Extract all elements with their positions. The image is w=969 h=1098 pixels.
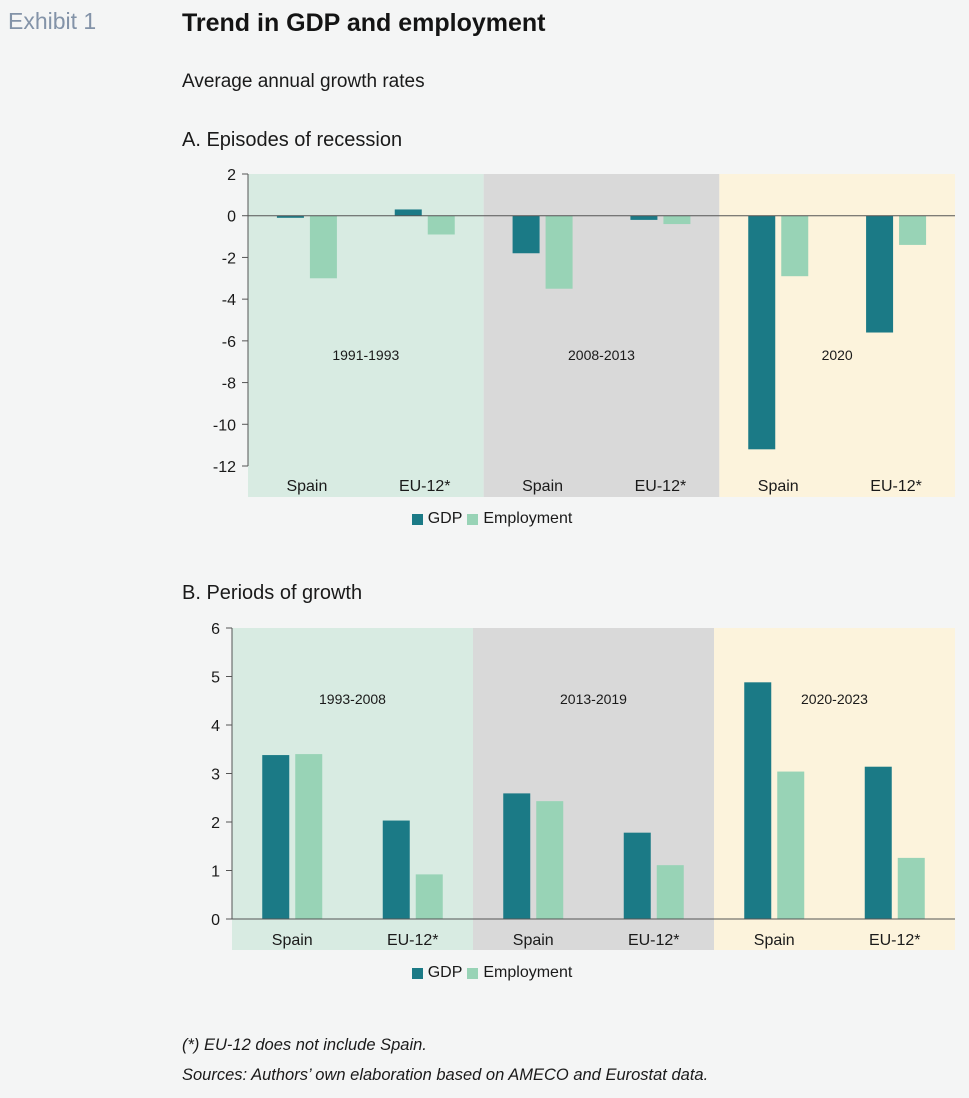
employment-bar [545,215,573,289]
period-label: 2008-2013 [568,347,635,363]
y-tick-label: 2 [211,815,220,832]
employment-bar [415,874,443,919]
employment-bar [656,865,684,919]
gdp-bar [630,215,658,220]
panel-a-title: A. Episodes of recession [182,129,403,151]
category-label: Spain [513,932,554,949]
y-tick-label: 5 [211,670,220,687]
y-tick-label: 0 [211,912,220,929]
employment-bar [663,215,691,225]
y-tick-label: -12 [213,459,236,476]
category-label: EU-12* [387,932,439,949]
legend-employment-label: Employment [483,964,573,981]
y-tick-label: -6 [222,334,236,351]
employment-bar [781,215,809,277]
category-label: EU-12* [869,932,921,949]
category-label: EU-12* [628,932,680,949]
legend-employment: Employment [467,964,572,982]
category-label: EU-12* [635,478,687,495]
period-label: 1991-1993 [332,347,399,363]
legend-employment-label: Employment [483,510,573,527]
category-label: Spain [286,478,327,495]
panel-b-title: B. Periods of growth [182,582,363,604]
y-tick-label: 2 [227,167,236,184]
employment-bar [309,215,337,279]
period-label: 2020 [822,347,853,363]
legend-gdp-swatch [411,967,423,979]
period-label: 1993-2008 [319,691,386,707]
footnote: (*) EU-12 does not include Spain. [182,1036,427,1054]
y-tick-label: 3 [211,767,220,784]
exhibit-label: Exhibit 1 [8,8,97,34]
y-tick-label: -4 [222,292,236,309]
period-label: 2020-2023 [801,691,868,707]
legend-gdp: GDP [411,510,463,528]
employment-bar [897,857,925,919]
legend-gdp: GDP [411,964,463,982]
gdp-bar [503,793,531,919]
employment-bar [777,771,805,919]
y-tick-label: 4 [211,718,220,735]
legend-employment-swatch [467,513,479,525]
gdp-bar [262,755,290,919]
y-tick-label: 0 [227,209,236,226]
legend-gdp-label: GDP [427,510,463,527]
employment-bar [427,215,455,235]
employment-bar [899,215,927,245]
legend-a: GDP Employment [0,510,969,528]
page-subtitle: Average annual growth rates [182,71,425,92]
y-tick-label: 1 [211,864,220,881]
period-label: 2013-2019 [560,691,627,707]
gdp-bar [382,820,410,919]
category-label: Spain [754,932,795,949]
chart-growth: 1993-2008 2013-2019 2020-2023 Spain EU-12* Sp… [211,621,955,950]
category-label: Spain [758,478,799,495]
legend-employment-swatch [467,967,479,979]
category-label: EU-12* [399,478,451,495]
y-tick-label: -8 [222,376,236,393]
chart-recession: 1991-1993 2008-2013 2020 Spain EU-12* Spain EU… [213,167,955,497]
category-label: Spain [272,932,313,949]
category-label: EU-12* [870,478,922,495]
page-title: Trend in GDP and employment [182,9,546,37]
gdp-bar [864,766,892,919]
y-tick-label: -10 [213,417,236,434]
legend-employment: Employment [467,510,572,528]
gdp-bar [744,682,772,919]
employment-bar [295,754,323,919]
gdp-bar [623,832,651,919]
y-tick-label: -2 [222,250,236,267]
category-label: Spain [522,478,563,495]
legend-b: GDP Employment [0,964,969,982]
gdp-bar [866,215,894,333]
legend-gdp-swatch [411,513,423,525]
sources-note: Sources: Authors’ own elaboration based … [182,1066,709,1084]
employment-bar [536,801,564,919]
gdp-bar [512,215,540,254]
y-tick-label: 6 [211,621,220,638]
gdp-bar [276,215,304,218]
gdp-bar [394,209,422,216]
gdp-bar [748,215,776,450]
legend-gdp-label: GDP [427,964,463,981]
